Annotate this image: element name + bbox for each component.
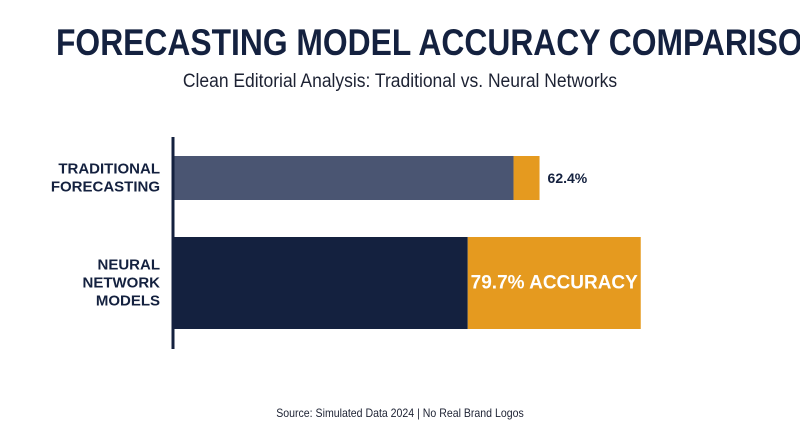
chart-subtitle: Clean Editorial Analysis: Traditional vs…: [182, 71, 618, 92]
chart-title: FORECASTING MODEL ACCURACY COMPARISON: [56, 22, 800, 63]
category-label-1-2: MODELS: [96, 293, 160, 310]
bar-base-1: [174, 237, 468, 329]
data-label-1: 79.7% ACCURACY: [471, 273, 638, 294]
source-note: Source: Simulated Data 2024 | No Real Br…: [276, 406, 524, 420]
category-label-1-1: NETWORK: [83, 275, 161, 292]
category-label-0-1: FORECASTING: [51, 179, 160, 196]
bar-highlight-0: [513, 156, 540, 200]
bar-base-0: [174, 156, 514, 200]
data-label-0: 62.4%: [548, 170, 588, 186]
category-label-1-0: NEURAL: [98, 257, 161, 274]
category-label-0-0: TRADITIONAL: [58, 161, 160, 178]
bar-highlight-1: [467, 237, 641, 329]
